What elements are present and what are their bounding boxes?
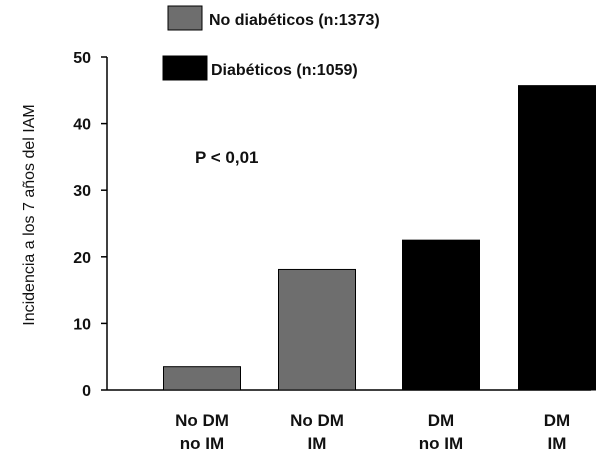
y-tick-label: 10	[73, 316, 91, 333]
y-tick-label: 40	[73, 117, 91, 134]
x-category-label: DM	[428, 411, 454, 430]
bar-3	[518, 85, 596, 391]
x-category-label: No DM	[290, 411, 344, 430]
x-category-label: No DM	[175, 411, 229, 430]
y-tick-label: 50	[73, 50, 91, 67]
y-axis-label: Incidencia a los 7 años del IAM	[21, 104, 38, 325]
bar-2	[402, 239, 480, 391]
bar-0	[163, 366, 241, 391]
y-tick-label: 30	[73, 183, 91, 200]
x-category-label: no IM	[180, 434, 224, 453]
y-tick-label: 20	[73, 250, 91, 267]
x-category-label: IM	[548, 434, 567, 453]
x-category-label: IM	[308, 434, 327, 453]
legend-label-no-diabeticos: No diabéticos (n:1373)	[209, 12, 380, 29]
bar-1	[278, 268, 356, 391]
legend-swatch-diabeticos	[162, 55, 208, 81]
legend-swatch-no-diabeticos	[167, 5, 203, 31]
x-category-label: DM	[544, 411, 570, 430]
y-tick-label: 0	[82, 383, 91, 400]
x-category-label: no IM	[419, 434, 463, 453]
p-value-annotation: P < 0,01	[195, 148, 259, 167]
legend-label-diabeticos: Diabéticos (n:1059)	[211, 62, 358, 79]
